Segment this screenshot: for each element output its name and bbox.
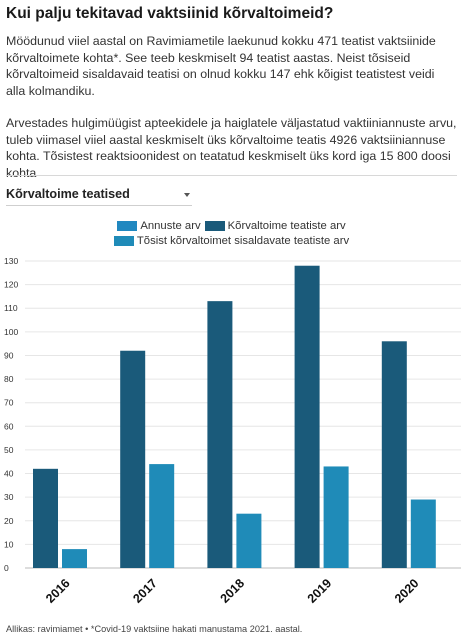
- bar-korvaltoime-2017: [120, 350, 146, 568]
- y-tick-label: 130: [4, 256, 18, 266]
- legend-label-korvaltoime: Kõrvaltoime teatiste arv: [227, 219, 346, 232]
- y-tick-label: 20: [4, 516, 14, 526]
- x-tick-label: 2019: [305, 576, 335, 606]
- bar-tosist-2018: [236, 513, 262, 568]
- bar-chart: 0 10 20 30 40 50 60 70 80 90 100 110 120 130 2016 2017 2…: [4, 256, 461, 606]
- x-tick-label: 2016: [43, 576, 73, 606]
- bar-tosist-2020: [410, 499, 436, 568]
- bar-korvaltoime-2020: [381, 341, 407, 568]
- chart-legend: Annuste arv Kõrvaltoime teatiste arv Tõs…: [0, 218, 463, 248]
- y-tick-label: 100: [4, 327, 18, 337]
- bar-korvaltoime-2018: [207, 301, 233, 568]
- y-tick-label: 90: [4, 350, 14, 360]
- y-tick-label: 70: [4, 398, 14, 408]
- dataset-dropdown-value: Kõrvaltoime teatised: [6, 187, 130, 201]
- y-tick-label: 40: [4, 469, 14, 479]
- legend-label-tosist: Tõsist kõrvaltoimet sisaldavate teatiste…: [136, 234, 350, 247]
- section-divider: [6, 175, 457, 176]
- bar-korvaltoime-2019: [294, 265, 320, 568]
- y-tick-label: 50: [4, 445, 14, 455]
- bar-tosist-2017: [149, 464, 175, 568]
- x-tick-label: 2017: [130, 576, 160, 606]
- y-tick-label: 60: [4, 421, 14, 431]
- dataset-dropdown[interactable]: Kõrvaltoime teatised: [6, 185, 192, 206]
- x-tick-label: 2020: [392, 576, 422, 606]
- legend-swatch-annuste: [117, 220, 138, 231]
- legend-label-annuste: Annuste arv: [140, 219, 201, 232]
- y-tick-label: 80: [4, 374, 14, 384]
- bar-tosist-2016: [62, 549, 87, 568]
- chevron-down-icon: [184, 193, 190, 197]
- page-title: Kui palju tekitavad vaktsiinid kõrvaltoi…: [6, 5, 334, 22]
- y-tick-label: 0: [4, 563, 9, 573]
- bar-korvaltoime-2016: [33, 468, 58, 568]
- source-footnote: Allikas: ravimiamet • *Covid-19 vaktsiin…: [6, 624, 303, 634]
- y-tick-label: 120: [4, 280, 18, 290]
- intro-paragraph-1: Möödunud viiel aastal on Ravimiametile l…: [6, 34, 436, 98]
- legend-swatch-korvaltoime: [204, 220, 225, 231]
- y-tick-label: 110: [4, 303, 18, 313]
- intro-paragraph-2: Arvestades hulgimüügist apteekidele ja h…: [6, 116, 457, 180]
- legend-item-korvaltoime[interactable]: Kõrvaltoime teatiste arv: [204, 219, 346, 232]
- legend-item-tosist[interactable]: Tõsist kõrvaltoimet sisaldavate teatiste…: [113, 234, 350, 247]
- y-tick-label: 30: [4, 492, 14, 502]
- legend-item-annuste[interactable]: Annuste arv: [117, 219, 201, 232]
- bar-tosist-2019: [323, 466, 349, 568]
- legend-swatch-tosist: [113, 235, 134, 246]
- y-tick-label: 10: [4, 539, 14, 549]
- x-tick-label: 2018: [218, 576, 248, 606]
